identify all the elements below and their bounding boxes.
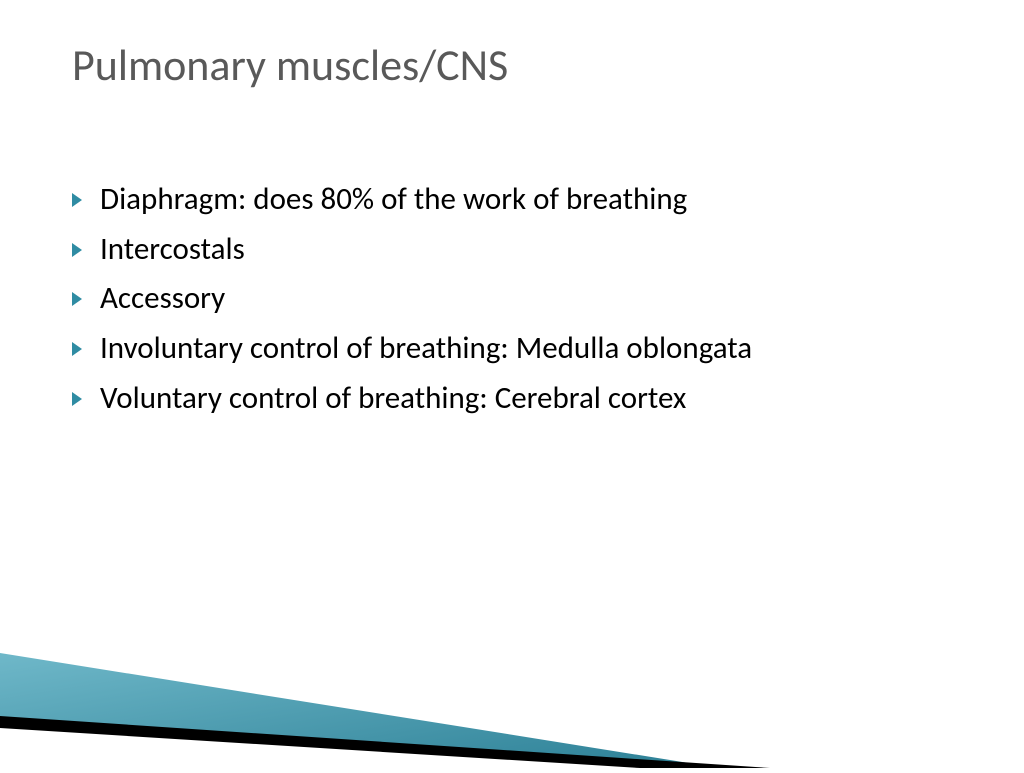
bullet-text: Intercostals bbox=[100, 230, 245, 270]
corner-decoration bbox=[0, 568, 1024, 768]
bullet-text: Accessory bbox=[100, 279, 225, 319]
bullet-marker-icon bbox=[72, 342, 92, 356]
bullet-marker-icon bbox=[72, 392, 92, 406]
bullet-list: Diaphragm: does 80% of the work of breat… bbox=[72, 180, 932, 428]
slide-title: Pulmonary muscles/CNS bbox=[72, 38, 508, 92]
bullet-item: Involuntary control of breathing: Medull… bbox=[72, 329, 932, 369]
bullet-text: Involuntary control of breathing: Medull… bbox=[100, 329, 752, 369]
bullet-text: Voluntary control of breathing: Cerebral… bbox=[100, 379, 686, 419]
bullet-marker-icon bbox=[72, 193, 92, 207]
bullet-item: Diaphragm: does 80% of the work of breat… bbox=[72, 180, 932, 220]
bullet-item: Intercostals bbox=[72, 230, 932, 270]
bullet-item: Accessory bbox=[72, 279, 932, 319]
bullet-text: Diaphragm: does 80% of the work of breat… bbox=[100, 180, 687, 220]
bullet-item: Voluntary control of breathing: Cerebral… bbox=[72, 379, 932, 419]
bullet-marker-icon bbox=[72, 243, 92, 257]
bullet-marker-icon bbox=[72, 292, 92, 306]
